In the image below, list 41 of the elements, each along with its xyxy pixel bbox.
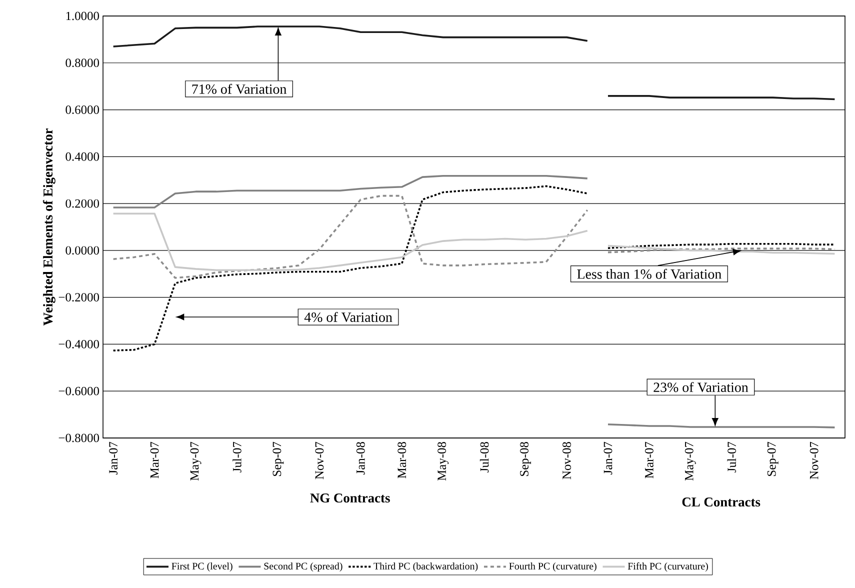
x-tick-label: Jul-07	[727, 442, 736, 472]
x-tick-label: Jul-07	[232, 442, 242, 472]
x-tick-label: Jan-08	[356, 442, 365, 474]
y-axis-title: Weighted Elements of Eigenvector	[42, 128, 56, 326]
x-tick-label: Nov-07	[315, 442, 324, 480]
x-tick-label: Nov-08	[562, 442, 571, 480]
y-tick-label: −0.8000	[58, 434, 100, 442]
legend-label: Second PC (spread)	[264, 562, 342, 572]
annotation: 4% of Variation	[304, 312, 392, 322]
x-tick-label: Sep-07	[272, 442, 284, 476]
y-tick-label: 0.4000	[66, 152, 100, 161]
y-tick-label: 0.0000	[66, 246, 100, 255]
y-tick-label: 0.2000	[66, 199, 100, 208]
annotation: 23% of Variation	[654, 382, 748, 392]
x-tick-label: Mar-08	[398, 442, 406, 478]
line-series	[607, 244, 836, 256]
x-tick-label: Mar-07	[150, 442, 159, 478]
y-tick-label: 0.8000	[66, 58, 100, 68]
x-tick-label: Jan-07	[109, 442, 118, 474]
y-tick-label: −0.4000	[58, 340, 100, 348]
x-tick-label: May-08	[438, 442, 449, 481]
x-tick-label: Sep-07	[767, 442, 778, 476]
annotation: Less than 1% of Variation	[577, 268, 722, 279]
x-tick-label: Nov-07	[810, 442, 818, 480]
x-tick-label: Mar-07	[645, 442, 654, 478]
y-tick-label: 0.6000	[66, 106, 100, 114]
y-tick-label: 1.0000	[66, 12, 100, 20]
legend-label: First PC (level)	[172, 562, 232, 572]
x-tick-label: Sep-08	[520, 442, 532, 476]
text: CL Contracts	[682, 498, 760, 507]
y-tick-label: −0.2000	[58, 293, 100, 302]
x-tick-label: Jul-08	[480, 442, 489, 472]
x-axis-title: NG Contracts	[310, 494, 390, 503]
legend-label: Fifth PC (curvature)	[628, 562, 708, 572]
x-tick-label: May-07	[190, 442, 202, 481]
y-tick-label: −0.6000	[58, 386, 100, 396]
legend-label: Fourth PC (curvature)	[509, 562, 596, 572]
x-tick-label: Jan-07	[604, 442, 612, 474]
x-tick-label: May-07	[684, 442, 696, 481]
annotation: 71% of Variation	[192, 84, 286, 94]
legend-label: Third PC (backwardation)	[374, 562, 478, 572]
